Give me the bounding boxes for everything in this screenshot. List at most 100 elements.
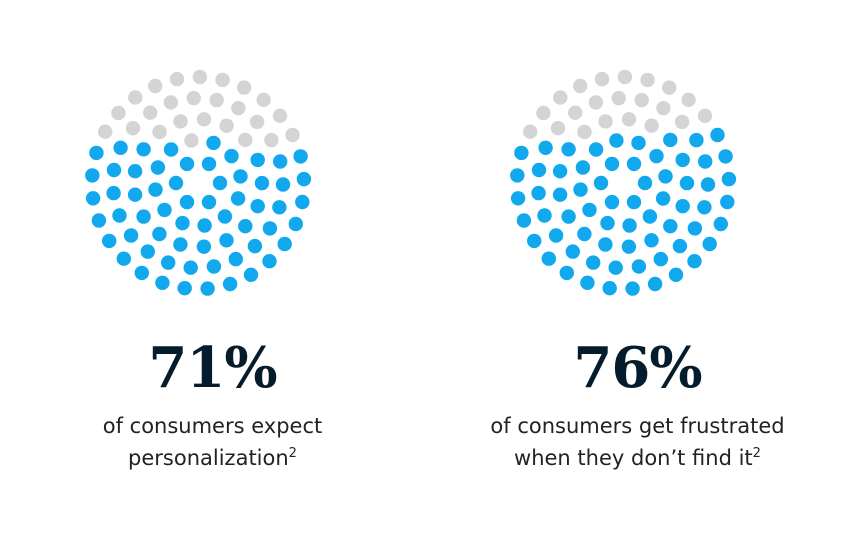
empty-dot [196,112,212,127]
filled-dot [177,281,192,296]
empty-dot [249,114,265,130]
stat-frustrated: 76% of consumers get frustrated when the… [425,0,850,534]
empty-dot [617,69,633,85]
filled-dot [552,164,568,179]
empty-dot [523,124,538,139]
filled-dot [710,127,725,143]
filled-dot [582,202,597,218]
filled-dot [625,281,640,296]
filled-dot [588,142,604,157]
empty-dot [231,101,246,116]
filled-dot [163,142,179,157]
filled-dot [89,145,104,161]
filled-dot [206,259,222,274]
empty-dot [209,92,224,108]
filled-dot [689,132,704,148]
stat-expect-personalization: 71% of consumers expect personalization2 [0,69,425,474]
filled-dot [649,148,664,164]
empty-dot [184,133,199,148]
filled-dot [510,191,526,206]
filled-dot [698,154,713,169]
filled-dot [552,187,568,202]
empty-dot [192,69,208,85]
filled-dot [293,149,308,164]
filled-dot [541,251,556,266]
filled-dot [157,202,172,218]
footnote-marker: 2 [288,446,297,461]
filled-dot [150,160,166,175]
filled-dot [206,135,221,151]
filled-dot [575,160,591,175]
filled-dot [700,177,716,192]
empty-dot [611,90,626,106]
filled-dot [85,168,100,183]
filled-dot [647,276,663,292]
filled-dot [196,239,212,254]
filled-dot [600,215,615,231]
filled-dot [179,156,195,172]
empty-dot [98,124,113,139]
filled-dot [179,194,195,210]
filled-dot [161,255,176,270]
empty-dot [285,127,300,143]
empty-dot [598,114,613,129]
filled-dot [548,228,564,243]
stat-caption: of consumers expect personalization2 [0,410,425,474]
filled-dot [602,281,617,296]
filled-dot [642,209,658,224]
footnote-marker: 2 [752,446,761,461]
empty-dot [634,92,649,108]
empty-dot [173,114,188,129]
empty-dot [594,71,610,87]
filled-dot [514,145,529,161]
filled-dot [250,152,265,168]
filled-dot [228,251,243,267]
caption-line-1: of consumers get frustrated [490,414,785,438]
filled-dot [113,140,128,155]
filled-dot [537,208,552,223]
caption-line-2-text: when they don’t find it [514,446,753,470]
filled-dot [675,199,690,214]
filled-dot [201,156,217,172]
filled-dot [183,260,198,275]
empty-dot [553,90,568,105]
filled-dot [721,171,737,187]
filled-dot [127,187,143,202]
filled-dot [123,228,139,243]
empty-dot [125,121,141,136]
filled-dot [516,213,532,228]
filled-dot [658,169,673,184]
empty-dot [215,72,230,88]
filled-dot [631,259,647,274]
empty-dot [644,118,659,133]
filled-dot [598,237,613,252]
filled-dot [212,175,228,191]
filled-dot [531,162,547,178]
filled-dot [173,237,188,252]
filled-dot [672,238,688,254]
empty-dot [588,95,604,110]
caption-line-2: when they don’t find it2 [425,442,850,474]
empty-dot [256,92,271,108]
empty-dot [186,90,201,106]
filled-dot [168,175,184,191]
empty-dot [272,108,288,124]
filled-dot [262,221,278,236]
empty-dot [550,121,566,136]
filled-dot [224,148,239,164]
filled-dot [201,194,217,210]
filled-dot [637,175,653,191]
empty-dot [163,95,179,110]
empty-dot [656,101,671,116]
filled-dot [102,233,117,249]
empty-dot [536,105,551,121]
filled-dot [295,194,310,210]
empty-dot [238,132,253,148]
empty-dot [697,108,713,124]
filled-dot [675,152,690,168]
filled-dot [622,218,637,233]
filled-dot [608,260,623,275]
filled-dot [106,185,121,201]
filled-dot [148,182,163,197]
filled-dot [288,216,303,232]
